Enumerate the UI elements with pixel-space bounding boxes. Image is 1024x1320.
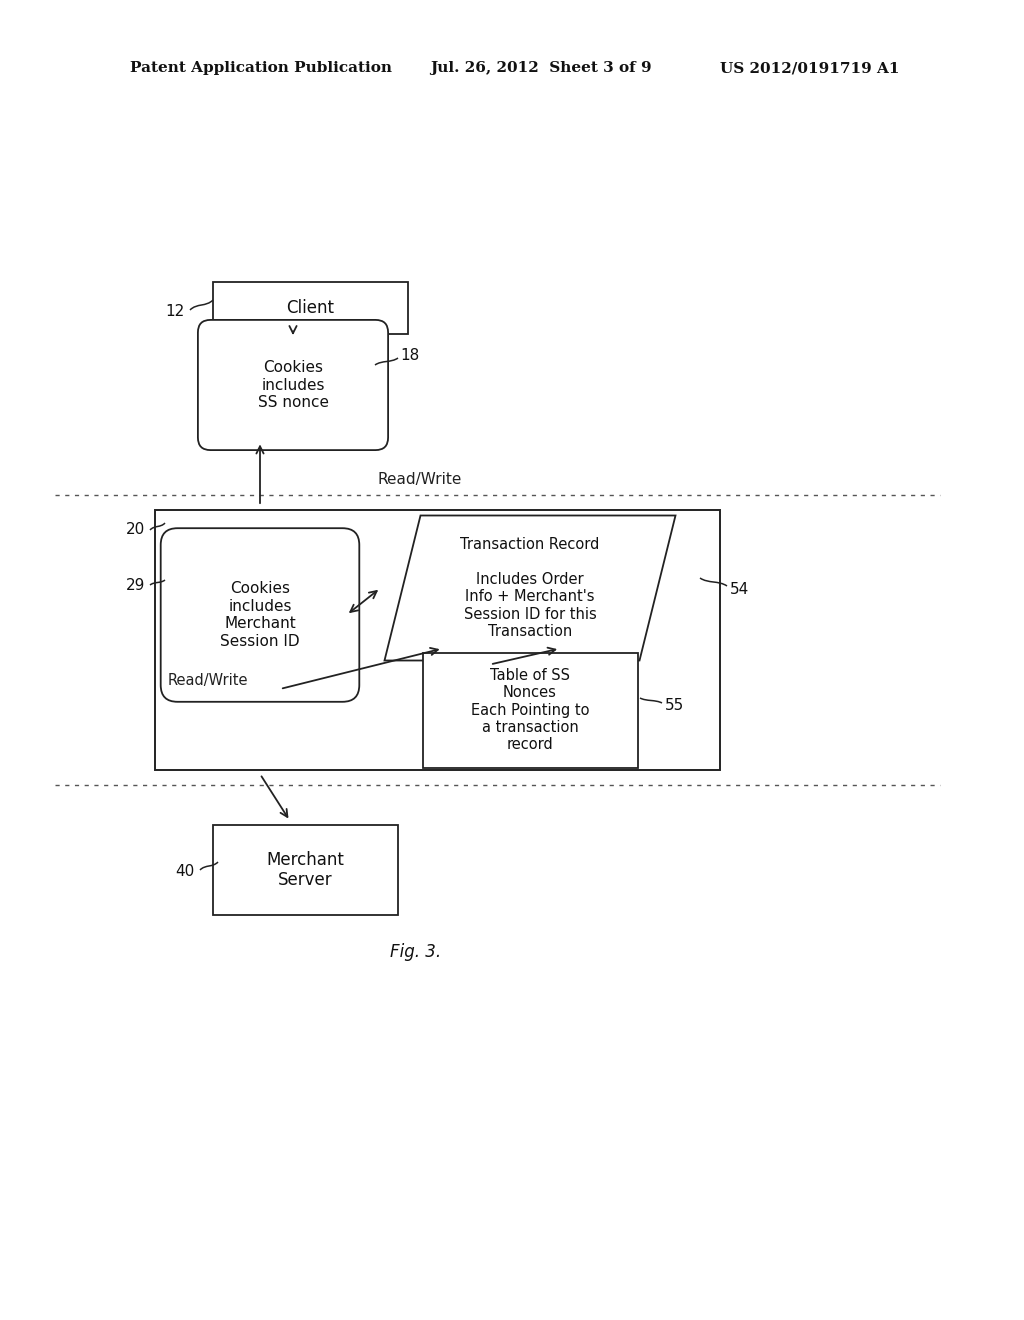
- Text: Read/Write: Read/Write: [168, 672, 249, 688]
- FancyBboxPatch shape: [198, 319, 388, 450]
- Text: US 2012/0191719 A1: US 2012/0191719 A1: [720, 61, 899, 75]
- Text: 18: 18: [400, 347, 419, 363]
- FancyBboxPatch shape: [161, 528, 359, 702]
- Text: Transaction Record

Includes Order
Info + Merchant's
Session ID for this
Transac: Transaction Record Includes Order Info +…: [461, 537, 600, 639]
- FancyBboxPatch shape: [213, 825, 397, 915]
- Polygon shape: [384, 516, 676, 660]
- Text: Table of SS
Nonces
Each Pointing to
a transaction
record: Table of SS Nonces Each Pointing to a tr…: [471, 668, 589, 752]
- Text: 29: 29: [126, 578, 145, 593]
- Text: Fig. 3.: Fig. 3.: [390, 942, 441, 961]
- Text: 20: 20: [126, 523, 145, 537]
- Text: Jul. 26, 2012  Sheet 3 of 9: Jul. 26, 2012 Sheet 3 of 9: [430, 61, 651, 75]
- FancyBboxPatch shape: [423, 652, 638, 767]
- Text: Client: Client: [286, 300, 334, 317]
- FancyBboxPatch shape: [213, 282, 408, 334]
- Text: 54: 54: [730, 582, 750, 598]
- Text: Read/Write: Read/Write: [378, 473, 462, 487]
- Text: 40: 40: [176, 865, 195, 879]
- Text: 55: 55: [665, 697, 684, 713]
- Text: Patent Application Publication: Patent Application Publication: [130, 61, 392, 75]
- Text: Merchant
Server: Merchant Server: [266, 850, 344, 890]
- Text: Cookies
includes
SS nonce: Cookies includes SS nonce: [257, 360, 329, 411]
- FancyBboxPatch shape: [155, 510, 720, 770]
- Text: Cookies
includes
Merchant
Session ID: Cookies includes Merchant Session ID: [220, 581, 300, 648]
- Text: 12: 12: [166, 305, 185, 319]
